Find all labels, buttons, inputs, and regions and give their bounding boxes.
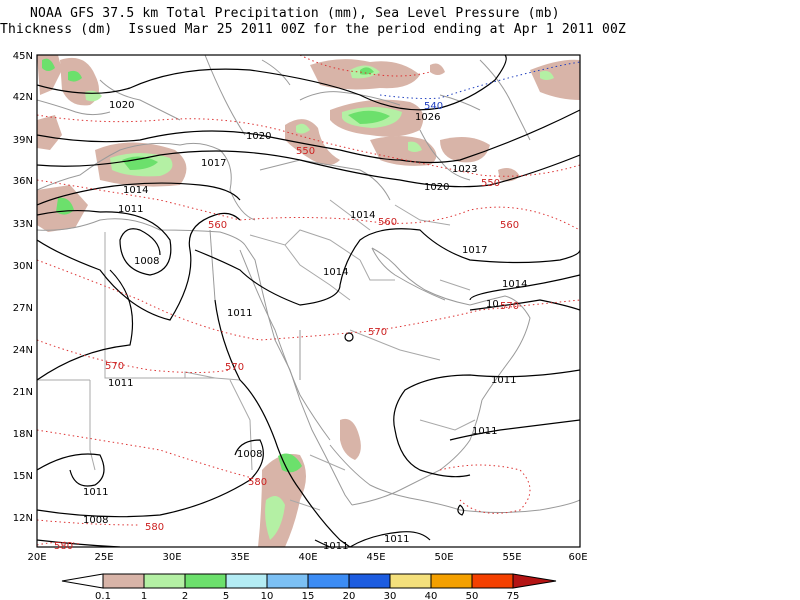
isobar-label: 1008	[237, 449, 262, 460]
isobar-label: 1017	[201, 158, 226, 169]
thickness-label: 560	[208, 220, 227, 231]
precip-shading	[37, 55, 580, 547]
isobar-label: 1011	[108, 378, 133, 389]
isobar-label: 1011	[472, 426, 497, 437]
latitude-axis: 45N 42N 39N 36N 33N 30N 27N 24N 21N 18N …	[13, 51, 33, 524]
colorbar-swatch	[389, 573, 432, 589]
isobar-label: 1014	[502, 279, 527, 290]
colorbar-label: 2	[182, 591, 188, 600]
lon-label: 45E	[366, 552, 385, 563]
country-borders	[37, 199, 476, 511]
lat-label: 42N	[13, 92, 33, 103]
isobar-label: 1020	[109, 100, 134, 111]
thickness-label: 580	[54, 541, 73, 552]
isobar-label: 1008	[83, 515, 108, 526]
lat-label: 21N	[13, 387, 33, 398]
lon-label: 25E	[94, 552, 113, 563]
longitude-axis: 20E 25E 30E 35E 40E 45E 50E 55E 60E	[27, 552, 587, 563]
isobar-label: 1026	[415, 112, 440, 123]
colorbar-label: 1	[141, 591, 147, 600]
isobar-label: 1011	[227, 308, 252, 319]
colorbar-label: 5	[223, 591, 229, 600]
thickness-label: 580	[145, 522, 164, 533]
colorbar-swatch	[184, 573, 227, 589]
lon-label: 20E	[27, 552, 46, 563]
isobar-label: 1008	[134, 256, 159, 267]
isobar-label: 1011	[491, 375, 516, 386]
colorbar-swatch	[307, 573, 350, 589]
isobar-labels: 1020 1020 1017 1014 1011 1008 1026 1023 …	[83, 100, 527, 552]
thickness-label: 560	[500, 220, 519, 231]
isobar-label: 1020	[246, 131, 271, 142]
isobar-label: 1011	[323, 541, 348, 552]
colorbar-swatch	[430, 573, 473, 589]
colorbar-label: 0.1	[95, 591, 111, 600]
thickness-label: 580	[248, 477, 267, 488]
thickness-label: 560	[378, 217, 397, 228]
isobar-label: 1011	[118, 204, 143, 215]
map-title-line1: NOAA GFS 37.5 km Total Precipitation (mm…	[30, 6, 560, 21]
colorbar-swatch	[102, 573, 145, 589]
lat-label: 39N	[13, 135, 33, 146]
lat-label: 45N	[13, 51, 33, 62]
lon-label: 50E	[434, 552, 453, 563]
lon-label: 60E	[568, 552, 587, 563]
colorbar-swatch	[471, 573, 514, 589]
precip-colorbar: 0.1 1 2 5 10 15 20 30 40 50 75	[61, 573, 557, 600]
colorbar-label: 10	[261, 591, 274, 600]
isobar-label: 1011	[384, 534, 409, 545]
thickness-labels: 540 550 550 560 560 560 570 570 570 570 …	[54, 101, 519, 552]
isobar-label: 1014	[350, 210, 375, 221]
lat-label: 12N	[13, 513, 33, 524]
lat-label: 36N	[13, 176, 33, 187]
isobar-label: 1017	[462, 245, 487, 256]
thickness-label: 540	[424, 101, 443, 112]
lat-label: 18N	[13, 429, 33, 440]
lon-label: 35E	[230, 552, 249, 563]
colorbar-high-arrow	[512, 573, 557, 589]
lon-label: 40E	[298, 552, 317, 563]
thickness-label: 570	[105, 361, 124, 372]
thickness-label: 570	[500, 301, 519, 312]
isobar-label: 1020	[424, 182, 449, 193]
isobar-label: 1011	[83, 487, 108, 498]
thickness-label: 570	[225, 362, 244, 373]
isobar-label: 1014	[123, 185, 148, 196]
colorbar-label: 75	[507, 591, 520, 600]
isobar-label: 10	[486, 299, 499, 310]
colorbar-label: 20	[343, 591, 356, 600]
lat-label: 30N	[13, 261, 33, 272]
colorbar-label: 30	[384, 591, 397, 600]
thickness-label: 550	[296, 146, 315, 157]
colorbar-label: 15	[302, 591, 315, 600]
lon-label: 55E	[502, 552, 521, 563]
colorbar-label: 40	[425, 591, 438, 600]
isobar-lines	[37, 55, 580, 547]
thickness-lines	[37, 55, 580, 546]
colorbar-swatch	[225, 573, 268, 589]
colorbar-label: 50	[466, 591, 479, 600]
isobar-label: 1023	[452, 164, 477, 175]
thickness-label: 550	[481, 178, 500, 189]
thickness-540-line	[379, 61, 580, 100]
colorbar-swatch	[348, 573, 391, 589]
lat-label: 27N	[13, 303, 33, 314]
lat-label: 15N	[13, 471, 33, 482]
colorbar-low-arrow	[61, 573, 104, 589]
map-frame	[36, 54, 581, 548]
lon-label: 30E	[162, 552, 181, 563]
lat-label: 33N	[13, 219, 33, 230]
colorbar-swatch	[143, 573, 186, 589]
colorbar-swatch	[266, 573, 309, 589]
map-title-line2: Thickness (dm) Issued Mar 25 2011 00Z fo…	[0, 22, 627, 37]
isobar-label: 1014	[323, 267, 348, 278]
lat-label: 24N	[13, 345, 33, 356]
thickness-label: 570	[368, 327, 387, 338]
